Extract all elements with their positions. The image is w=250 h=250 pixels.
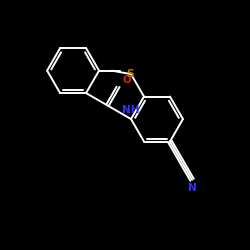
Text: O: O xyxy=(122,75,131,85)
Text: S: S xyxy=(126,69,134,79)
Text: N: N xyxy=(188,184,196,194)
Text: NH: NH xyxy=(122,104,140,115)
